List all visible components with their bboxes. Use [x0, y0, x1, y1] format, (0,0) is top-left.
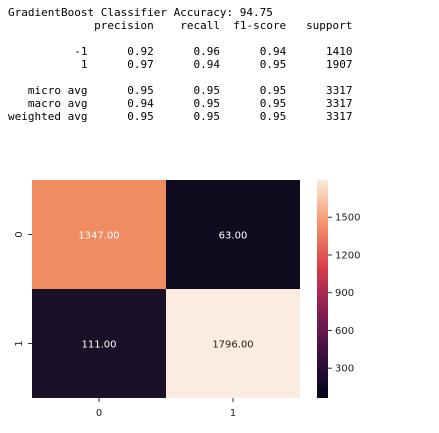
y-axis-ticks: 01 — [14, 231, 32, 347]
report-column-header: support — [306, 19, 353, 32]
report-cell: 1410 — [325, 45, 353, 58]
report-cell: 0.95 — [193, 110, 220, 123]
heatmap-cell-label: 63.00 — [219, 231, 248, 242]
classification-report: GradientBoost Classifier Accuracy: 94.75… — [8, 6, 352, 123]
report-cell: 0.95 — [193, 84, 220, 97]
x-tick-label: 1 — [230, 408, 236, 419]
report-cell: 0.95 — [259, 110, 287, 123]
colorbar-tick-label: 600 — [335, 326, 354, 337]
colorbar-tick-label: 900 — [335, 288, 354, 299]
report-cell: 0.92 — [127, 45, 154, 58]
report-cell: 0.95 — [127, 110, 154, 123]
report-cell: 0.95 — [259, 58, 287, 71]
heatmap-cells: 1347.00 63.00 111.00 1796.00 — [32, 180, 300, 398]
report-cell: 0.95 — [259, 97, 287, 110]
report-cell: 3317 — [325, 97, 353, 110]
heatmap-cell-label: 1796.00 — [212, 340, 253, 351]
report-cell: 0.95 — [127, 84, 154, 97]
heatmap-cell — [32, 180, 166, 289]
y-tick-label: 0 — [14, 231, 25, 237]
report-cell: 3317 — [325, 84, 353, 97]
report-cell: 0.94 — [259, 45, 287, 58]
report-cell: 0.94 — [193, 58, 220, 71]
report-row-label: macro avg — [27, 97, 88, 110]
report-column-header: precision — [94, 19, 154, 32]
heatmap-cell-label: 111.00 — [82, 340, 117, 351]
heatmap-cell-label: 1347.00 — [78, 231, 119, 242]
report-row-label: -1 — [74, 45, 88, 58]
colorbar-tick-label: 300 — [335, 364, 354, 375]
report-title: GradientBoost Classifier Accuracy: 94.75 — [8, 6, 273, 19]
report-cell: 0.96 — [193, 45, 220, 58]
report-row-label: 1 — [80, 58, 88, 71]
x-tick-label: 0 — [96, 408, 102, 419]
heatmap-cell — [32, 289, 166, 398]
colorbar-tick-label: 1500 — [335, 213, 360, 224]
report-cell: 0.97 — [127, 58, 154, 71]
colorbar — [317, 180, 328, 398]
report-cell: 3317 — [325, 110, 353, 123]
report-cell: 0.95 — [259, 84, 287, 97]
report-column-header: f1-score — [233, 19, 287, 32]
report-cell: 0.95 — [193, 97, 220, 110]
report-row-label: micro avg — [27, 84, 88, 97]
heatmap-cell — [166, 289, 300, 398]
report-column-header: recall — [180, 19, 220, 32]
report-row-label: weighted avg — [8, 110, 88, 123]
report-cell: 1907 — [325, 58, 353, 71]
y-tick-label: 1 — [14, 340, 25, 346]
colorbar-tick-label: 1200 — [335, 250, 360, 261]
heatmap-cell — [166, 180, 300, 289]
report-cell: 0.94 — [127, 97, 154, 110]
colorbar-ticks: 300 600 900 1200 1500 — [328, 213, 360, 375]
